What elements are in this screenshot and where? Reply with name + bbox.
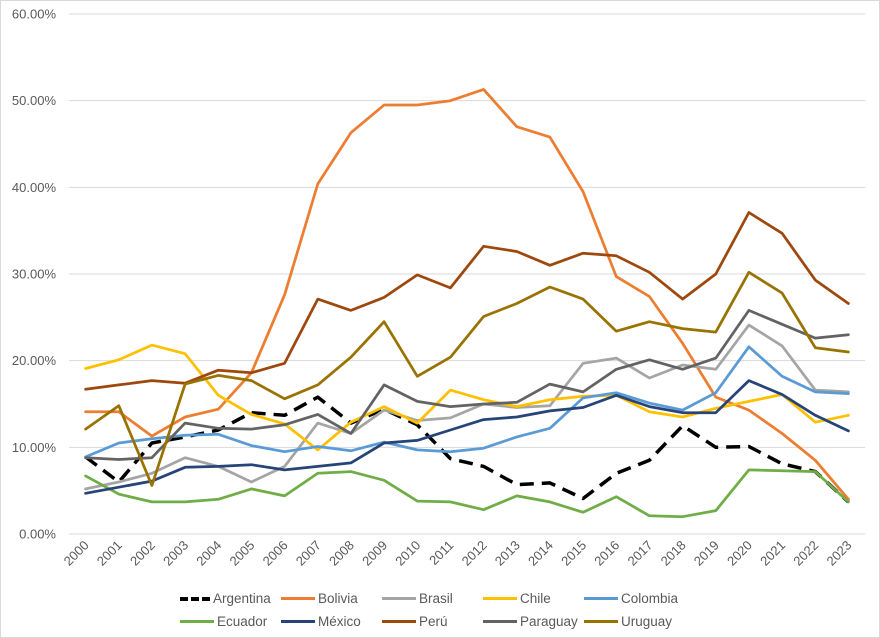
series-line-colombia xyxy=(84,345,850,459)
legend-item: Ecuador xyxy=(180,614,281,629)
series-line-peru xyxy=(84,211,850,391)
x-tick-label: 2006 xyxy=(260,538,291,569)
legend-swatch xyxy=(382,620,416,623)
series-line-bolivia xyxy=(84,88,850,501)
x-tick-label: 2019 xyxy=(691,538,722,569)
legend-swatch xyxy=(281,597,315,600)
y-tick-label: 40.00% xyxy=(12,180,57,195)
x-tick-label: 2007 xyxy=(293,538,324,569)
x-tick-label: 2010 xyxy=(392,538,423,569)
legend-label: Brasil xyxy=(419,591,453,606)
legend-label: México xyxy=(318,614,361,629)
legend-label: Ecuador xyxy=(217,614,268,629)
y-tick-label: 0.00% xyxy=(19,527,56,542)
legend-item: Brasil xyxy=(382,591,483,606)
series-line-mexico xyxy=(84,379,850,495)
y-tick-label: 60.00% xyxy=(12,7,57,22)
legend-row: Ecuador México Perú Paraguay Uruguay xyxy=(180,610,720,633)
x-tick-label: 2009 xyxy=(359,538,390,569)
legend-item: México xyxy=(281,614,382,629)
legend-item: Chile xyxy=(483,591,584,606)
x-tick-label: 2008 xyxy=(326,538,357,569)
legend-swatch xyxy=(483,620,517,623)
x-tick-label: 2023 xyxy=(823,538,854,569)
legend-label: Paraguay xyxy=(520,614,578,629)
x-tick-label: 2001 xyxy=(94,538,125,569)
legend-label: Argentina xyxy=(213,591,271,606)
legend-swatch xyxy=(180,596,210,601)
legend-label: Uruguay xyxy=(621,614,673,629)
x-tick-label: 2003 xyxy=(160,538,191,569)
series-line-ecuador xyxy=(84,468,850,519)
y-tick-label: 50.00% xyxy=(12,93,57,108)
x-axis-tick-labels: 2000 2001 2002 2003 2004 2005 2006 2007 2008 2009… xyxy=(61,538,855,569)
legend-swatch xyxy=(180,620,214,623)
legend-swatch xyxy=(382,597,416,600)
legend-item: Argentina xyxy=(180,591,281,606)
x-tick-label: 2000 xyxy=(61,538,92,569)
x-tick-label: 2011 xyxy=(426,538,456,568)
x-tick-label: 2018 xyxy=(658,538,689,569)
y-tick-label: 20.00% xyxy=(12,353,57,368)
legend-swatch xyxy=(483,597,517,600)
legend-row: Argentina Bolivia Brasil Chile Colombia xyxy=(180,587,720,610)
x-tick-label: 2022 xyxy=(790,538,821,569)
x-tick-label: 2020 xyxy=(724,538,755,569)
x-tick-label: 2004 xyxy=(193,538,224,569)
legend-swatch xyxy=(584,620,618,623)
legend-item: Paraguay xyxy=(483,614,584,629)
legend-item: Bolivia xyxy=(281,591,382,606)
x-tick-label: 2021 xyxy=(757,538,788,569)
series-lines xyxy=(84,88,850,519)
x-tick-label: 2016 xyxy=(591,538,622,569)
x-tick-label: 2005 xyxy=(226,538,257,569)
legend-swatch xyxy=(584,597,618,600)
series-line-uruguay xyxy=(84,270,850,487)
legend-label: Colombia xyxy=(621,591,679,606)
y-tick-label: 10.00% xyxy=(12,440,57,455)
legend-label: Perú xyxy=(419,614,448,629)
gridlines xyxy=(69,13,865,535)
series-line-paraguay xyxy=(84,309,850,461)
legend-label: Bolivia xyxy=(318,591,358,606)
legend: Argentina Bolivia Brasil Chile Colombia Ecua… xyxy=(180,587,720,633)
legend-swatch xyxy=(281,620,315,623)
x-tick-label: 2015 xyxy=(558,538,589,569)
legend-label: Chile xyxy=(520,591,551,606)
legend-item: Colombia xyxy=(584,591,685,606)
x-tick-label: 2017 xyxy=(624,538,655,569)
legend-item: Perú xyxy=(382,614,483,629)
legend-item: Uruguay xyxy=(584,614,685,629)
series-line-argentina xyxy=(84,395,850,504)
x-tick-label: 2002 xyxy=(127,538,158,569)
x-tick-label: 2014 xyxy=(525,538,556,569)
y-tick-label: 30.00% xyxy=(12,267,57,282)
series-line-brasil xyxy=(84,323,850,491)
x-tick-label: 2012 xyxy=(459,538,490,569)
y-axis-tick-labels: 0.00% 10.00% 20.00% 30.00% 40.00% 50.00% 60.00… xyxy=(12,7,57,542)
x-tick-label: 2013 xyxy=(492,538,523,569)
